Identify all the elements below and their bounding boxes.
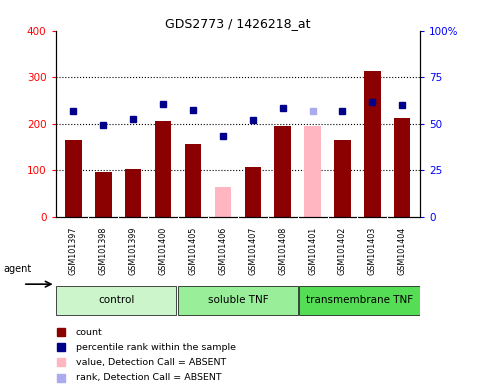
Text: GSM101403: GSM101403 — [368, 227, 377, 275]
Text: GSM101400: GSM101400 — [158, 227, 168, 275]
Text: count: count — [76, 328, 102, 336]
Bar — [394, 118, 411, 217]
Bar — [178, 286, 298, 315]
Bar — [364, 71, 381, 217]
Text: rank, Detection Call = ABSENT: rank, Detection Call = ABSENT — [76, 373, 221, 382]
Bar — [56, 286, 176, 315]
Text: GSM101408: GSM101408 — [278, 227, 287, 275]
Bar — [244, 167, 261, 217]
Text: agent: agent — [3, 264, 31, 274]
Bar — [125, 169, 142, 217]
Title: GDS2773 / 1426218_at: GDS2773 / 1426218_at — [165, 17, 311, 30]
Text: transmembrane TNF: transmembrane TNF — [306, 295, 413, 306]
Text: percentile rank within the sample: percentile rank within the sample — [76, 343, 236, 352]
Bar — [155, 121, 171, 217]
Bar — [95, 172, 112, 217]
Text: control: control — [98, 295, 134, 306]
Bar — [334, 140, 351, 217]
Text: value, Detection Call = ABSENT: value, Detection Call = ABSENT — [76, 358, 226, 367]
Text: GSM101407: GSM101407 — [248, 227, 257, 275]
Text: GSM101405: GSM101405 — [188, 227, 198, 275]
Bar — [185, 144, 201, 217]
Text: soluble TNF: soluble TNF — [208, 295, 268, 306]
Bar — [304, 126, 321, 217]
Text: GSM101404: GSM101404 — [398, 227, 407, 275]
Text: GSM101398: GSM101398 — [99, 227, 108, 275]
Text: GSM101401: GSM101401 — [308, 227, 317, 275]
Bar — [65, 140, 82, 217]
Text: GSM101406: GSM101406 — [218, 227, 227, 275]
Text: GSM101397: GSM101397 — [69, 226, 78, 275]
Text: GSM101402: GSM101402 — [338, 227, 347, 275]
Bar — [215, 187, 231, 217]
Bar — [299, 286, 420, 315]
Bar — [274, 126, 291, 217]
Text: GSM101399: GSM101399 — [129, 226, 138, 275]
